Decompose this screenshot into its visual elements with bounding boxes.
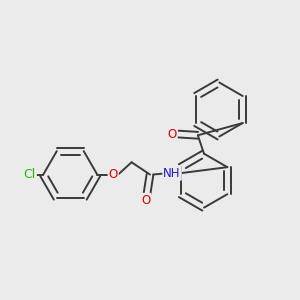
Text: O: O	[167, 128, 177, 141]
Text: O: O	[141, 194, 150, 207]
Text: NH: NH	[163, 167, 181, 180]
Text: Cl: Cl	[24, 168, 36, 181]
Text: O: O	[109, 168, 118, 181]
